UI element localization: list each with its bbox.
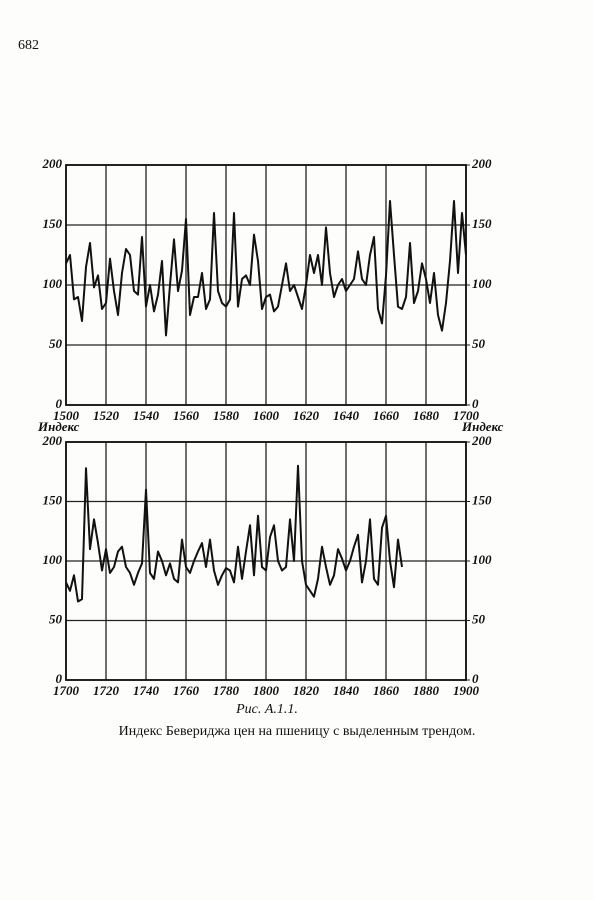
x-tick-label: 1660 xyxy=(373,408,400,423)
x-tick-label: 1740 xyxy=(133,683,160,698)
x-tick-label: 1620 xyxy=(293,408,320,423)
y-tick-label: 50 xyxy=(49,336,63,351)
plot-frame xyxy=(65,164,467,406)
x-tick-label: 1640 xyxy=(333,408,360,423)
data-line xyxy=(65,200,467,337)
x-tick-label: 1540 xyxy=(133,408,160,423)
plot-frame xyxy=(65,441,467,681)
y-axis-label: Индекс xyxy=(37,419,80,434)
page-number: 682 xyxy=(18,38,39,53)
y-tick-label: 200 xyxy=(42,433,63,448)
y2-tick-label: 50 xyxy=(472,336,486,351)
y2-axis-label: Индекс xyxy=(461,419,504,434)
y2-tick-label: 50 xyxy=(472,611,486,626)
data-line xyxy=(65,464,403,603)
x-tick-label: 1580 xyxy=(213,408,240,423)
y-tick-label: 0 xyxy=(56,671,63,686)
y2-tick-label: 0 xyxy=(472,671,479,686)
x-tick-label: 1800 xyxy=(253,683,280,698)
x-tick-label: 1900 xyxy=(453,683,480,698)
x-tick-label: 1860 xyxy=(373,683,400,698)
y2-tick-label: 0 xyxy=(472,396,479,411)
x-tick-label: 1880 xyxy=(413,683,440,698)
y2-tick-label: 100 xyxy=(472,276,492,291)
y2-tick-label: 200 xyxy=(471,433,492,448)
y-tick-label: 50 xyxy=(49,611,63,626)
x-tick-label: 1780 xyxy=(213,683,240,698)
figure-label: Рис. А.1.1. xyxy=(236,702,298,717)
y-tick-label: 150 xyxy=(43,492,63,507)
x-tick-label: 1500 xyxy=(53,408,80,423)
x-tick-label: 1700 xyxy=(53,683,80,698)
y2-tick-label: 150 xyxy=(472,492,492,507)
x-tick-label: 1680 xyxy=(413,408,440,423)
y-tick-label: 150 xyxy=(43,216,63,231)
figure-caption: Индекс Бевериджа цен на пшеницу с выделе… xyxy=(118,724,476,739)
y2-tick-label: 200 xyxy=(471,156,492,171)
x-tick-label: 1600 xyxy=(253,408,280,423)
x-tick-label: 1700 xyxy=(453,408,480,423)
y2-tick-label: 100 xyxy=(472,552,492,567)
x-tick-label: 1840 xyxy=(333,683,360,698)
x-tick-label: 1820 xyxy=(293,683,320,698)
x-tick-label: 1560 xyxy=(173,408,200,423)
x-tick-label: 1720 xyxy=(93,683,120,698)
x-tick-label: 1760 xyxy=(173,683,200,698)
y-tick-label: 0 xyxy=(56,396,63,411)
y-tick-label: 100 xyxy=(43,552,63,567)
y-tick-label: 200 xyxy=(42,156,63,171)
y-tick-label: 100 xyxy=(43,276,63,291)
y2-tick-label: 150 xyxy=(472,216,492,231)
x-tick-label: 1520 xyxy=(93,408,120,423)
